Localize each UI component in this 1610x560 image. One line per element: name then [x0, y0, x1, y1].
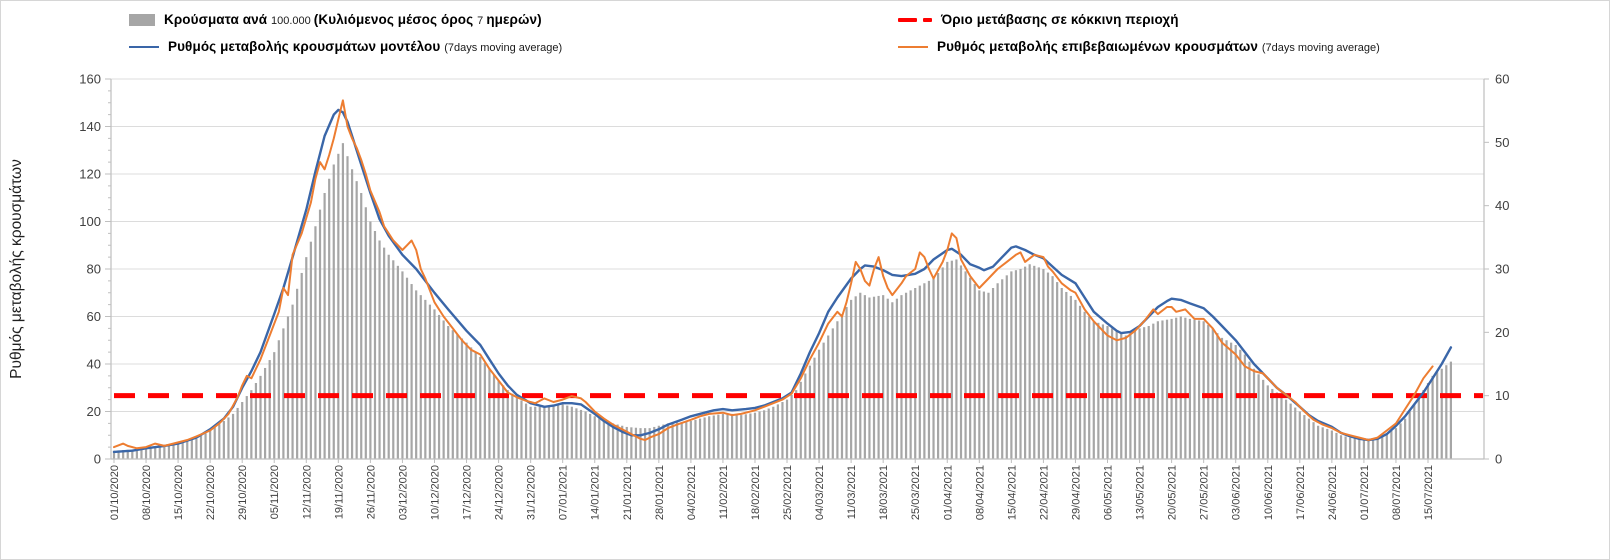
- x-tick-label: 24/12/2020: [494, 465, 506, 520]
- x-tick-label: 28/01/2021: [654, 465, 666, 520]
- x-tick-label: 01/10/2020: [109, 465, 121, 520]
- y-left-tick-label: 160: [79, 72, 101, 87]
- y-right-tick-label: 30: [1495, 262, 1509, 277]
- x-tick-label: 11/02/2021: [718, 465, 730, 519]
- y-left-tick-label: 40: [87, 357, 101, 372]
- dashed-line-swatch: [898, 17, 932, 23]
- x-tick-label: 05/11/2020: [269, 465, 281, 519]
- x-tick-label: 24/06/2021: [1327, 465, 1339, 520]
- legend-confirmed-rate: Ρυθμός μεταβολής επιβεβαιωμένων κρουσμάτ…: [898, 37, 1380, 57]
- x-tick-label: 11/03/2021: [846, 465, 858, 519]
- y-right-tick-label: 40: [1495, 198, 1509, 213]
- y-left-tick-label: 80: [87, 262, 101, 277]
- y-left-tick-label: 140: [79, 119, 101, 134]
- x-tick-label: 15/04/2021: [1006, 465, 1018, 520]
- y-right-tick-label: 0: [1495, 452, 1502, 467]
- x-tick-label: 17/12/2020: [462, 465, 474, 520]
- x-tick-label: 17/06/2021: [1295, 465, 1307, 520]
- y-axis-left: 0 20 40 60 80 100 120 140 160: [79, 72, 111, 467]
- x-tick-label: 04/02/2021: [686, 465, 698, 520]
- y-left-tick-label: 0: [94, 452, 101, 467]
- x-tick-label: 19/11/2020: [333, 465, 345, 519]
- y-right-tick-label: 10: [1495, 388, 1509, 403]
- x-tick-label: 15/10/2020: [173, 465, 185, 520]
- y-right-tick-label: 60: [1495, 72, 1509, 87]
- x-tick-label: 15/07/2021: [1423, 465, 1435, 520]
- x-tick-label: 29/10/2020: [237, 465, 249, 520]
- gridlines: [111, 78, 1484, 412]
- x-tick-label: 13/05/2021: [1135, 465, 1147, 520]
- y-right-tick-label: 50: [1495, 135, 1509, 150]
- x-tick-label: 03/12/2020: [397, 465, 409, 520]
- x-tick-label: 08/04/2021: [974, 465, 986, 520]
- x-tick-label: 10/12/2020: [430, 465, 442, 520]
- x-tick-label: 29/04/2021: [1071, 465, 1083, 520]
- legend-model-rate: Ρυθμός μεταβολής κρουσμάτων μοντέλου (7d…: [129, 37, 562, 57]
- x-tick-label: 03/06/2021: [1231, 465, 1243, 520]
- x-tick-label: 25/03/2021: [910, 465, 922, 520]
- y-left-tick-label: 100: [79, 214, 101, 229]
- y-left-tick-label: 60: [87, 309, 101, 324]
- x-tick-label: 08/10/2020: [141, 465, 153, 520]
- x-tick-label: 20/05/2021: [1167, 465, 1179, 520]
- legend-label: Ρυθμός μεταβολής επιβεβαιωμένων κρουσμάτ…: [937, 39, 1380, 54]
- legend-red-threshold: Όριο μετάβασης σε κόκκινη περιοχή: [898, 10, 1179, 30]
- x-tick-label: 04/03/2021: [814, 465, 826, 520]
- y-left-tick-label: 20: [87, 404, 101, 419]
- bar-series-swatch: [129, 14, 155, 26]
- y-left-tick-label: 120: [79, 167, 101, 182]
- x-tick-label: 08/07/2021: [1391, 465, 1403, 520]
- legend-label: Όριο μετάβασης σε κόκκινη περιοχή: [941, 12, 1179, 27]
- x-tick-label: 31/12/2020: [526, 465, 538, 520]
- x-tick-label: 27/05/2021: [1199, 465, 1211, 520]
- x-tick-label: 07/01/2021: [558, 465, 570, 520]
- x-tick-label: 10/06/2021: [1263, 465, 1275, 520]
- y-axis-right: 0 10 20 30 40 50 60: [1484, 72, 1509, 467]
- x-axis: 01/10/2020 08/10/2020 15/10/2020 22/10/2020…: [109, 459, 1435, 520]
- line-series-swatch: [129, 45, 159, 49]
- chart-legend: Κρούσματα ανά 100.000 (Κυλιόμενος μέσος …: [1, 1, 1609, 65]
- line-series-swatch: [898, 45, 928, 49]
- legend-cases-per-100k: Κρούσματα ανά 100.000 (Κυλιόμενος μέσος …: [129, 10, 542, 30]
- x-tick-label: 18/02/2021: [750, 465, 762, 520]
- confirmed-line: [113, 99, 1434, 450]
- y-axis-title: Ρυθμός μεταβολής κρουσμάτων: [8, 159, 25, 379]
- legend-label: Ρυθμός μεταβολής κρουσμάτων μοντέλου (7d…: [168, 39, 563, 54]
- x-tick-label: 22/04/2021: [1038, 465, 1050, 520]
- x-tick-label: 06/05/2021: [1103, 465, 1115, 520]
- y-right-tick-label: 20: [1495, 325, 1509, 340]
- x-tick-label: 18/03/2021: [878, 465, 890, 520]
- x-tick-label: 12/11/2020: [301, 465, 313, 519]
- x-tick-label: 26/11/2020: [365, 465, 377, 519]
- x-tick-label: 21/01/2021: [622, 465, 634, 520]
- x-tick-label: 14/01/2021: [590, 465, 602, 520]
- x-tick-label: 22/10/2020: [205, 465, 217, 520]
- x-tick-label: 25/02/2021: [782, 465, 794, 520]
- legend-label: Κρούσματα ανά 100.000 (Κυλιόμενος μέσος …: [164, 12, 542, 27]
- x-tick-label: 01/07/2021: [1359, 465, 1371, 520]
- x-tick-label: 01/04/2021: [942, 465, 954, 520]
